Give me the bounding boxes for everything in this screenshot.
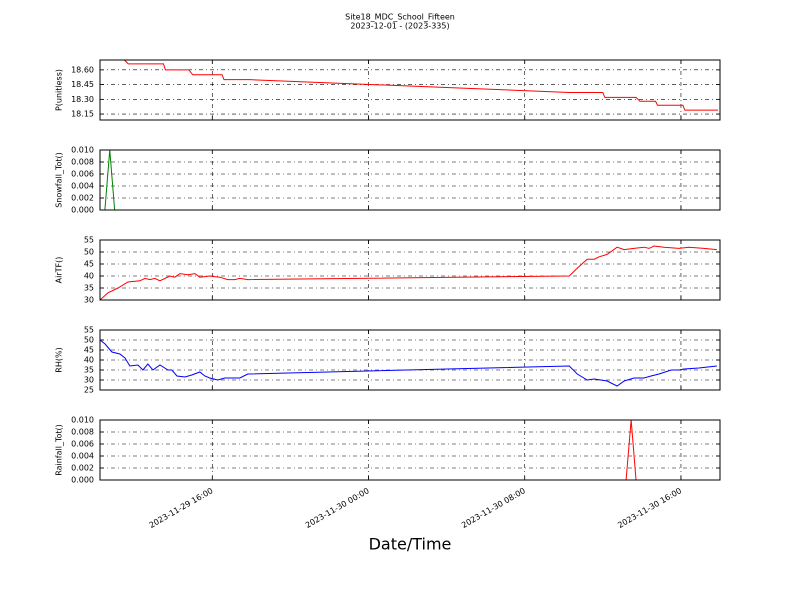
y-tick-label: 18.45 <box>71 80 94 89</box>
y-tick-label: 0.004 <box>71 452 94 461</box>
y-tick-label: 18.60 <box>71 65 94 74</box>
chart-title: Site18_MDC_School_Fifteen <box>345 13 455 22</box>
y-tick-label: 0.006 <box>71 440 94 449</box>
y-tick-label: 0.002 <box>71 194 94 203</box>
y-axis-label: Snowfall_Tot() <box>55 152 64 208</box>
data-line <box>99 339 717 387</box>
y-axis-label: P(unitless) <box>55 69 64 111</box>
y-tick-label: 0.000 <box>71 206 94 215</box>
y-tick-label: 30 <box>84 296 94 305</box>
y-tick-label: 45 <box>84 260 94 269</box>
x-tick-label: 2023-11-29 16:00 <box>148 486 215 530</box>
x-axis-label: Date/Time <box>369 535 452 554</box>
x-tick-label: 2023-11-30 16:00 <box>616 486 683 530</box>
data-line <box>99 245 717 301</box>
x-tick-label: 2023-11-30 08:00 <box>460 486 527 530</box>
y-tick-label: 35 <box>84 284 94 293</box>
y-tick-label: 45 <box>84 346 94 355</box>
y-tick-label: 30 <box>84 376 94 385</box>
axes-frame <box>99 59 721 121</box>
axes-frame <box>99 329 721 391</box>
y-tick-label: 0.002 <box>71 464 94 473</box>
y-axis-label: Rainfall_Tot() <box>55 424 64 476</box>
y-tick-label: 55 <box>84 236 94 245</box>
y-tick-label: 40 <box>84 272 94 281</box>
data-line <box>100 419 719 481</box>
axes-frame <box>99 149 721 211</box>
y-tick-label: 0.010 <box>71 146 94 155</box>
y-tick-label: 0.008 <box>71 428 94 437</box>
chart-subtitle: 2023-12-01 - (2023-335) <box>350 22 449 31</box>
x-tick-label: 2023-11-30 00:00 <box>304 486 371 530</box>
y-tick-label: 18.15 <box>71 110 94 119</box>
data-line <box>100 59 719 111</box>
y-axis-label: RH(%) <box>55 347 64 372</box>
axes-frame <box>99 419 721 481</box>
y-tick-label: 18.30 <box>71 95 94 104</box>
y-tick-label: 55 <box>84 326 94 335</box>
axes-frame <box>99 239 721 301</box>
y-axis-label: AirTF() <box>55 257 64 284</box>
y-tick-label: 25 <box>84 386 94 395</box>
data-line <box>100 149 719 211</box>
y-tick-label: 35 <box>84 366 94 375</box>
y-tick-label: 0.010 <box>71 416 94 425</box>
y-tick-label: 50 <box>84 336 94 345</box>
y-tick-label: 40 <box>84 356 94 365</box>
y-tick-label: 0.004 <box>71 182 94 191</box>
y-tick-label: 0.006 <box>71 170 94 179</box>
y-tick-label: 0.008 <box>71 158 94 167</box>
y-tick-label: 50 <box>84 248 94 257</box>
y-tick-label: 0.000 <box>71 476 94 485</box>
